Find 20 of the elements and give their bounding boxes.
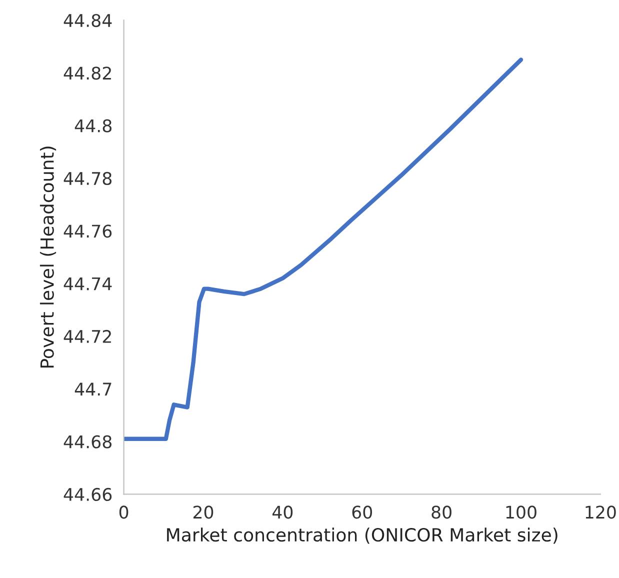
x-axis-title: Market concentration (ONICOR Market size) [167, 528, 558, 544]
x-tick-label: 20 [193, 506, 214, 519]
x-tick-label: 80 [432, 506, 452, 519]
y-tick-label: 44.82 [64, 66, 111, 80]
x-tick-label: 0 [119, 506, 128, 519]
y-tick-label: 44.84 [64, 14, 112, 28]
x-tick-label: 120 [586, 506, 616, 519]
y-tick-label: 44.66 [64, 488, 112, 502]
y-tick-label: 44.74 [64, 277, 112, 290]
line-series [124, 58, 524, 441]
y-tick-label: 44.7 [74, 382, 112, 396]
x-tick-label: 100 [506, 506, 536, 519]
y-tick-label: 44.76 [64, 224, 112, 238]
y-tick-label: 44.72 [64, 330, 111, 343]
x-tick-label: 40 [272, 506, 293, 519]
y-tick-label: 44.8 [74, 119, 112, 132]
y-tick-label: 44.78 [64, 172, 112, 186]
x-tick-label: 60 [352, 506, 372, 519]
y-tick-label: 44.68 [64, 435, 112, 448]
y-axis-title: Povert level (Headcount) [40, 146, 56, 368]
